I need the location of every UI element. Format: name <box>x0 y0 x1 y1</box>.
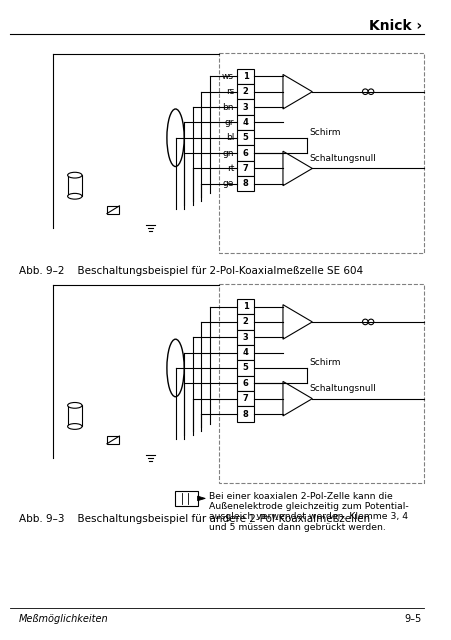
Text: Bei einer koaxialen 2-Pol-Zelle kann die
Außenelektrode gleichzeitig zum Potenti: Bei einer koaxialen 2-Pol-Zelle kann die… <box>209 492 408 532</box>
Text: 9–5: 9–5 <box>404 614 421 624</box>
Bar <box>107 436 119 444</box>
Text: Schaltungsnull: Schaltungsnull <box>309 154 376 163</box>
Text: 7: 7 <box>242 394 248 403</box>
Polygon shape <box>282 151 312 186</box>
Text: 8: 8 <box>242 410 248 419</box>
Text: 1: 1 <box>242 302 248 311</box>
Text: 6: 6 <box>242 379 248 388</box>
Text: 2: 2 <box>242 317 248 326</box>
Text: ws: ws <box>221 72 234 81</box>
Text: 1: 1 <box>242 72 248 81</box>
Text: 3: 3 <box>242 102 248 111</box>
Bar <box>236 130 253 145</box>
Bar <box>236 176 253 191</box>
Polygon shape <box>197 496 205 500</box>
Bar <box>236 391 253 406</box>
Ellipse shape <box>166 339 184 397</box>
Text: rs: rs <box>225 87 234 96</box>
Text: 5: 5 <box>242 133 248 142</box>
Bar <box>236 360 253 376</box>
Ellipse shape <box>166 109 184 166</box>
Text: gr: gr <box>224 118 234 127</box>
Circle shape <box>368 319 373 324</box>
Bar <box>236 68 253 84</box>
Circle shape <box>362 89 367 95</box>
Polygon shape <box>282 381 312 416</box>
Text: bl: bl <box>225 133 234 142</box>
Text: Meßmöglichkeiten: Meßmöglichkeiten <box>19 614 109 624</box>
Bar <box>107 206 119 214</box>
Bar <box>236 84 253 99</box>
Text: gn: gn <box>222 148 234 157</box>
Circle shape <box>362 319 367 324</box>
Text: 8: 8 <box>242 179 248 188</box>
Polygon shape <box>282 74 312 109</box>
Polygon shape <box>282 305 312 339</box>
Circle shape <box>368 89 373 95</box>
Bar <box>236 99 253 115</box>
Text: 4: 4 <box>242 118 248 127</box>
Bar <box>218 284 423 483</box>
Bar <box>236 314 253 330</box>
Bar <box>236 345 253 360</box>
Bar <box>236 115 253 130</box>
Bar <box>68 405 82 426</box>
Text: 2: 2 <box>242 87 248 96</box>
Bar <box>174 491 197 506</box>
Text: 6: 6 <box>242 148 248 157</box>
Text: 4: 4 <box>242 348 248 357</box>
Text: Schaltungsnull: Schaltungsnull <box>309 384 376 393</box>
Ellipse shape <box>68 193 82 199</box>
Text: rt: rt <box>226 164 234 173</box>
Ellipse shape <box>68 172 82 178</box>
Text: Abb. 9–2    Beschaltungsbeispiel für 2-Pol-Koaxialmeßzelle SE 604: Abb. 9–2 Beschaltungsbeispiel für 2-Pol-… <box>19 266 363 276</box>
Text: 3: 3 <box>242 333 248 342</box>
Text: bn: bn <box>222 102 234 111</box>
Bar <box>236 299 253 314</box>
Bar <box>68 175 82 196</box>
Text: 7: 7 <box>242 164 248 173</box>
Bar <box>236 161 253 176</box>
Bar <box>236 406 253 422</box>
Text: ge: ge <box>222 179 234 188</box>
Text: Knick ›: Knick › <box>368 19 421 33</box>
Ellipse shape <box>68 424 82 429</box>
Ellipse shape <box>68 403 82 408</box>
Bar <box>236 145 253 161</box>
Text: Schirm: Schirm <box>309 128 341 137</box>
Bar <box>236 376 253 391</box>
Bar <box>218 53 423 253</box>
Text: Schirm: Schirm <box>309 358 341 367</box>
Text: 5: 5 <box>242 364 248 372</box>
Text: Abb. 9–3    Beschaltungsbeispiel für andere 2-Pol-Koaxialmeßzellen: Abb. 9–3 Beschaltungsbeispiel für andere… <box>19 514 369 524</box>
Bar <box>236 330 253 345</box>
